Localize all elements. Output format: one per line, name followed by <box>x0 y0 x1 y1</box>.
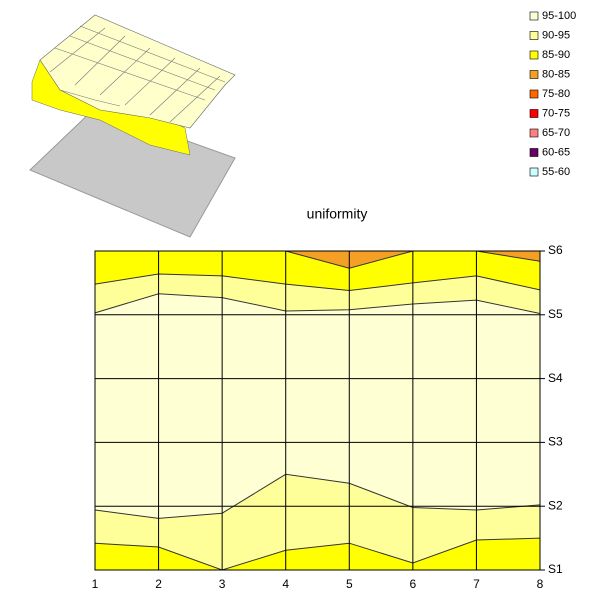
y-tick-label: S2 <box>548 498 563 512</box>
y-tick-label: S6 <box>548 243 563 257</box>
legend-label: 95-100 <box>542 10 576 22</box>
y-tick-label: S3 <box>548 435 563 449</box>
x-tick-label: 8 <box>537 577 544 591</box>
legend-label: 90-95 <box>542 29 570 41</box>
y-tick-label: S5 <box>548 307 563 321</box>
legend-swatch <box>529 167 539 177</box>
y-tick-label: S1 <box>548 562 563 576</box>
legend-label: 65-70 <box>542 127 570 139</box>
legend-swatch <box>529 70 539 79</box>
contour-line <box>94 273 541 292</box>
chart-title: uniformity <box>307 206 368 222</box>
contour-line <box>94 473 541 519</box>
legend-swatch <box>529 50 539 60</box>
x-tick-label: 6 <box>410 577 417 591</box>
legend-swatch <box>529 128 539 138</box>
x-tick-label: 7 <box>473 577 480 591</box>
contour-band <box>95 474 540 570</box>
legend-label: 70-75 <box>542 107 570 119</box>
x-tick-label: 1 <box>92 577 99 591</box>
x-tick-label: 3 <box>219 577 226 591</box>
legend-swatch <box>529 31 539 40</box>
contour-band <box>95 538 540 570</box>
legend-label: 60-65 <box>542 146 570 158</box>
legend-label: 75-80 <box>542 88 570 100</box>
plot-border <box>94 250 541 571</box>
surface-thumbnail <box>29 14 236 238</box>
x-tick-label: 4 <box>282 577 289 591</box>
legend-swatch <box>529 89 539 99</box>
contour-band <box>95 293 540 519</box>
x-tick-label: 5 <box>346 577 353 591</box>
surface-mesh <box>49 25 226 123</box>
contour-line <box>94 293 541 315</box>
contour-line <box>94 537 541 571</box>
legend-label: 55-60 <box>542 166 570 178</box>
legend-swatch <box>529 109 539 118</box>
legend-swatch <box>529 11 539 21</box>
x-tick-label: 2 <box>155 577 162 591</box>
legend-label: 85-90 <box>542 49 570 61</box>
legend-swatch <box>529 148 539 157</box>
contour-band <box>95 273 540 314</box>
legend-label: 80-85 <box>542 68 570 80</box>
y-tick-label: S4 <box>548 371 563 385</box>
